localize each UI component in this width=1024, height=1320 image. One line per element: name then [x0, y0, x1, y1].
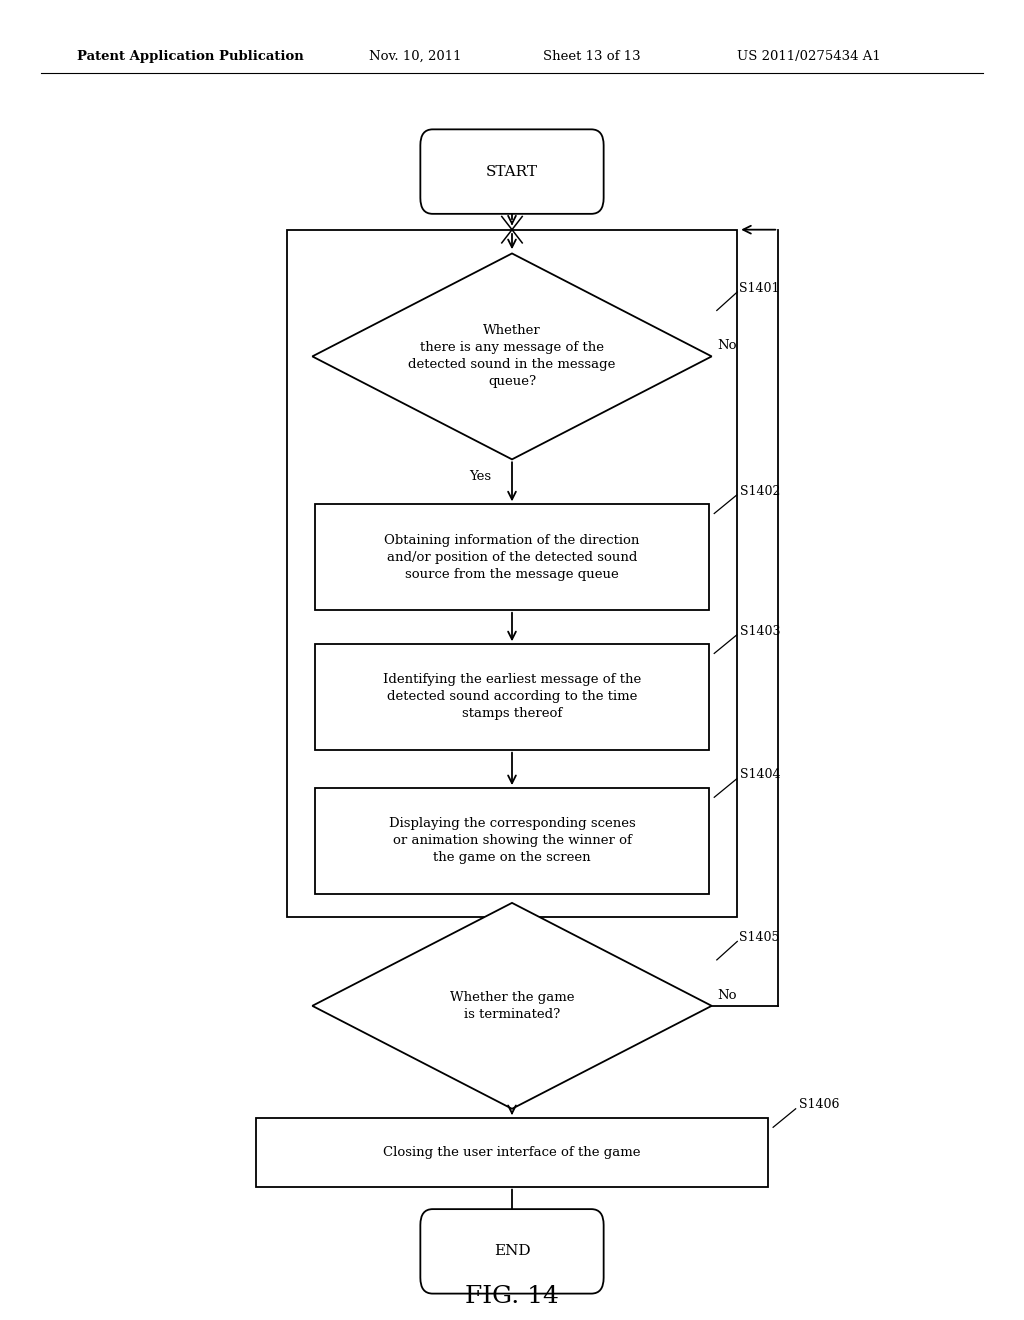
Text: END: END [494, 1245, 530, 1258]
Text: S1401: S1401 [739, 281, 780, 294]
Text: Closing the user interface of the game: Closing the user interface of the game [383, 1146, 641, 1159]
Polygon shape [312, 903, 712, 1109]
Text: Whether
there is any message of the
detected sound in the message
queue?: Whether there is any message of the dete… [409, 325, 615, 388]
Text: Nov. 10, 2011: Nov. 10, 2011 [369, 50, 461, 63]
Text: Yes: Yes [469, 470, 492, 483]
Polygon shape [312, 253, 712, 459]
Text: S1406: S1406 [799, 1098, 840, 1111]
FancyBboxPatch shape [420, 1209, 603, 1294]
Text: No: No [717, 989, 736, 1002]
Text: No: No [717, 339, 736, 352]
Text: S1405: S1405 [739, 931, 779, 944]
Text: Patent Application Publication: Patent Application Publication [77, 50, 303, 63]
Text: Displaying the corresponding scenes
or animation showing the winner of
the game : Displaying the corresponding scenes or a… [389, 817, 635, 865]
Bar [256, 1118, 768, 1187]
Bar [315, 644, 709, 750]
Bar [315, 504, 709, 610]
Text: Sheet 13 of 13: Sheet 13 of 13 [543, 50, 640, 63]
Text: START: START [486, 165, 538, 178]
Text: Whether the game
is terminated?: Whether the game is terminated? [450, 991, 574, 1020]
Bar [287, 230, 737, 917]
Text: Yes: Yes [469, 1119, 492, 1133]
FancyBboxPatch shape [420, 129, 603, 214]
Text: US 2011/0275434 A1: US 2011/0275434 A1 [737, 50, 881, 63]
Bar [315, 788, 709, 894]
Text: S1403: S1403 [739, 624, 780, 638]
Text: Obtaining information of the direction
and/or position of the detected sound
sou: Obtaining information of the direction a… [384, 533, 640, 581]
Text: S1404: S1404 [739, 768, 780, 781]
Text: Identifying the earliest message of the
detected sound according to the time
sta: Identifying the earliest message of the … [383, 673, 641, 721]
Text: FIG. 14: FIG. 14 [465, 1284, 559, 1308]
Text: S1402: S1402 [739, 484, 780, 498]
